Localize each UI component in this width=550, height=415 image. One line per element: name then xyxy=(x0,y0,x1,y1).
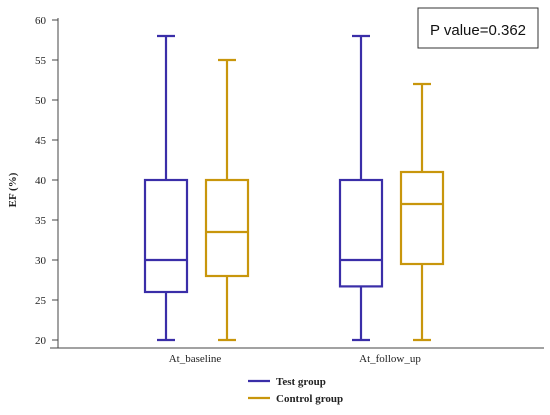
x-tick-label: At_follow_up xyxy=(359,353,421,365)
legend-label: Test group xyxy=(276,376,326,388)
y-tick-label: 50 xyxy=(35,95,47,107)
legend: Test group Control group xyxy=(248,376,343,405)
box-plot xyxy=(204,58,250,342)
box-series xyxy=(143,34,445,342)
box-plot xyxy=(143,34,189,342)
y-tick-label: 20 xyxy=(35,335,47,347)
p-value-text: P value=0.362 xyxy=(430,22,526,39)
legend-label: Control group xyxy=(276,393,343,405)
x-tick-label: At_baseline xyxy=(169,353,222,365)
x-axis-tick-labels: At_baseline At_follow_up xyxy=(169,353,422,365)
box-plot xyxy=(399,82,445,342)
y-tick-label: 45 xyxy=(35,135,47,147)
box-plot xyxy=(338,34,384,342)
y-axis-label: EF (%) xyxy=(7,172,19,207)
iqr-box xyxy=(143,178,189,294)
y-tick-label: 25 xyxy=(35,295,47,307)
p-value-annotation: P value=0.362 xyxy=(417,7,539,49)
y-tick-label: 55 xyxy=(35,55,47,67)
y-axis-ticks: 20 25 30 35 40 45 50 55 60 xyxy=(35,15,58,347)
iqr-box xyxy=(399,170,445,266)
p-value-box xyxy=(417,7,539,49)
iqr-box xyxy=(338,178,384,288)
iqr-box xyxy=(204,178,250,278)
plot-frame xyxy=(50,18,544,349)
y-tick-label: 30 xyxy=(35,255,47,267)
y-tick-label: 35 xyxy=(35,215,47,227)
y-tick-label: 40 xyxy=(35,175,47,187)
y-tick-label: 60 xyxy=(35,15,47,27)
